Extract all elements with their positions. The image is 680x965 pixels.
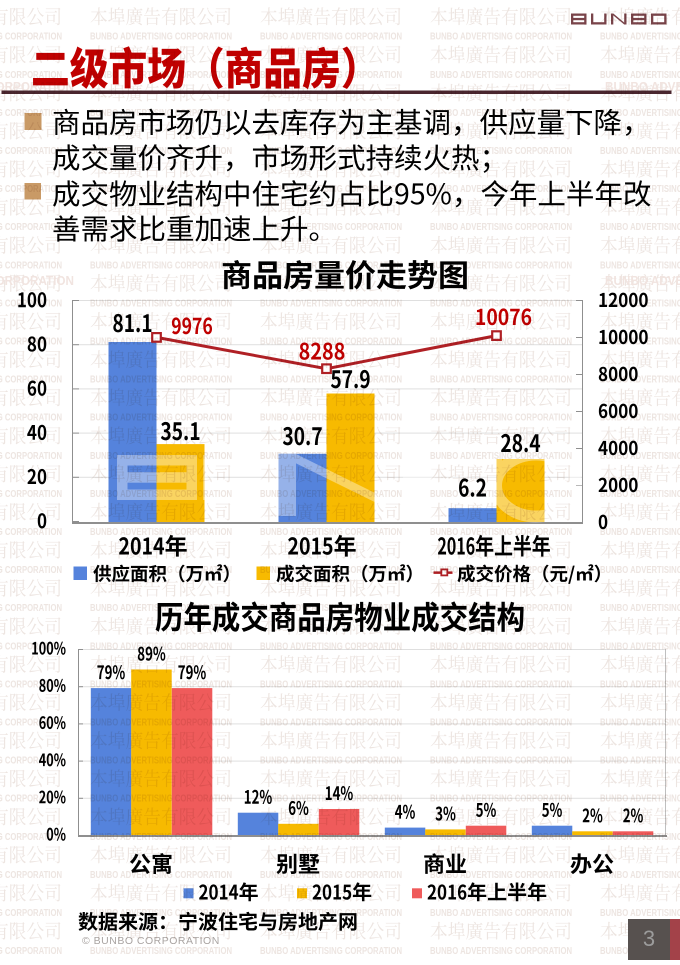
svg-text:3: 3 <box>643 926 655 951</box>
svg-text:© BUNBO CORPORATION: © BUNBO CORPORATION <box>82 935 220 947</box>
